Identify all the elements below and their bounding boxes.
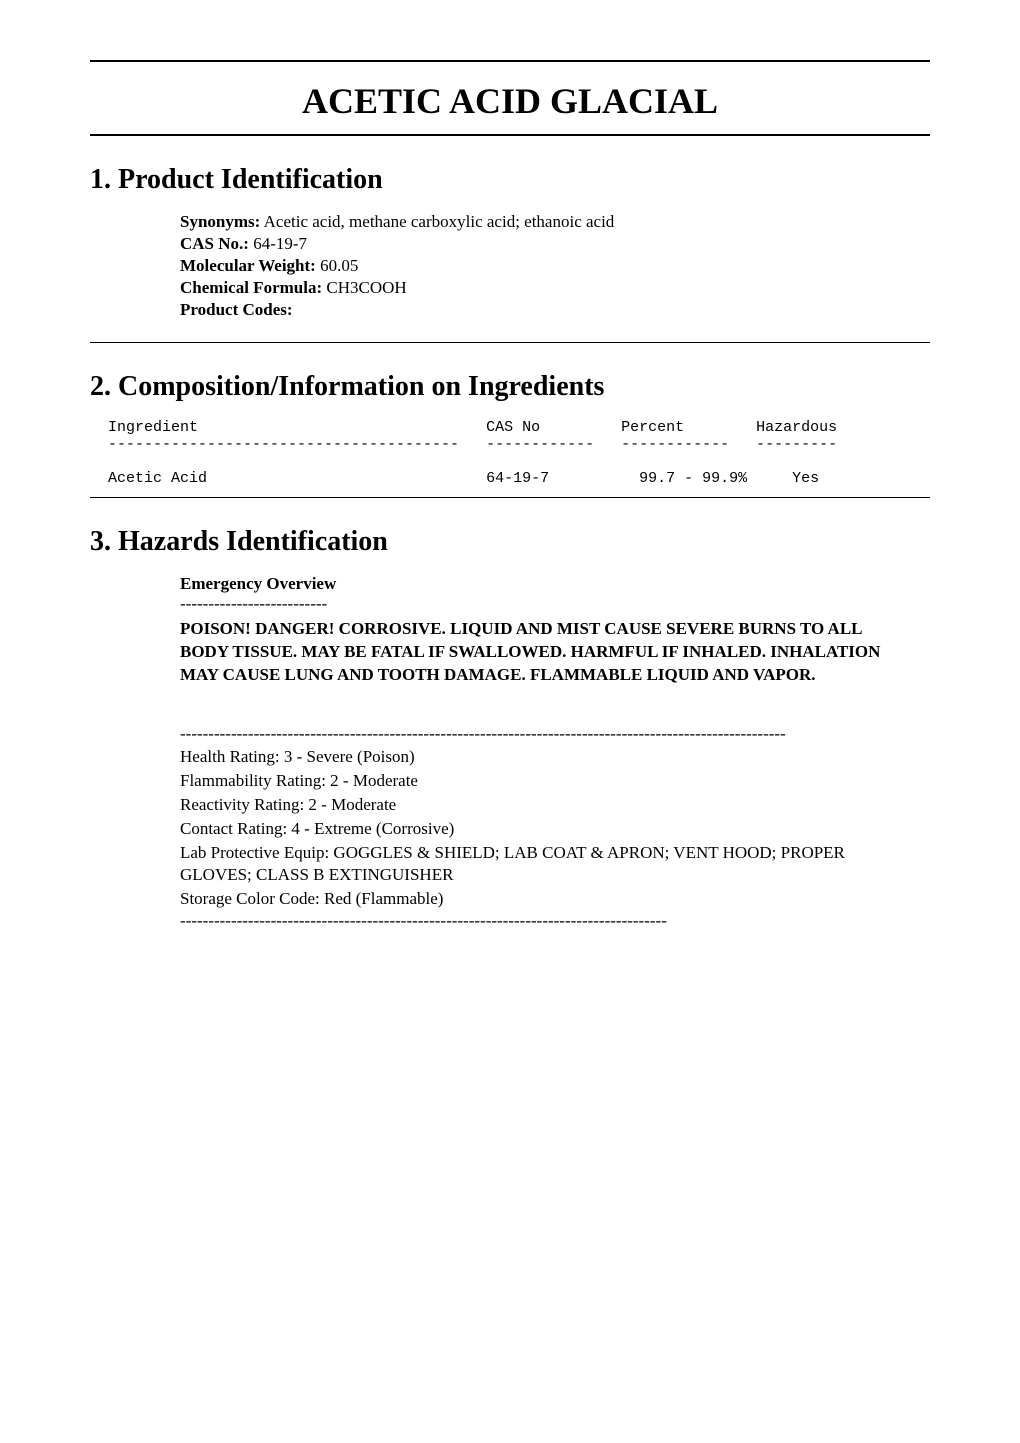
lab-equip: Lab Protective Equip: GOGGLES & SHIELD; … [180,842,890,886]
emergency-text: POISON! DANGER! CORROSIVE. LIQUID AND MI… [180,618,890,687]
mw-value: 60.05 [316,256,359,275]
long-dash-after-ratings: ----------------------------------------… [180,912,890,931]
cas-value: 64-19-7 [249,234,307,253]
long-dash-before-ratings: ----------------------------------------… [180,725,890,744]
reactivity-rating: Reactivity Rating: 2 - Moderate [180,794,890,816]
formula-value: CH3COOH [322,278,407,297]
section2-bottom-rule [90,497,930,498]
codes-label: Product Codes: [180,300,293,319]
synonyms-line: Synonyms: Acetic acid, methane carboxyli… [180,212,890,232]
section1-body: Synonyms: Acetic acid, methane carboxyli… [180,212,890,320]
composition-rule: --------------------------------------- … [90,436,837,453]
emergency-overview-label: Emergency Overview [180,574,890,594]
composition-row-1: Acetic Acid 64-19-7 99.7 - 99.9% Yes [90,470,819,487]
formula-line: Chemical Formula: CH3COOH [180,278,890,298]
title-bottom-rule [90,134,930,136]
synonyms-label: Synonyms: [180,212,260,231]
section3-body: Emergency Overview ---------------------… [180,574,890,931]
cas-label: CAS No.: [180,234,249,253]
synonyms-value: Acetic acid, methane carboxylic acid; et… [260,212,614,231]
mw-label: Molecular Weight: [180,256,316,275]
top-rule [90,60,930,62]
composition-header: Ingredient CAS No Percent Hazardous [90,419,837,436]
contact-rating: Contact Rating: 4 - Extreme (Corrosive) [180,818,890,840]
section1-bottom-rule [90,342,930,343]
page-title: ACETIC ACID GLACIAL [90,80,930,122]
health-rating: Health Rating: 3 - Severe (Poison) [180,746,890,768]
flammability-rating: Flammability Rating: 2 - Moderate [180,770,890,792]
codes-line: Product Codes: [180,300,890,320]
mw-line: Molecular Weight: 60.05 [180,256,890,276]
formula-label: Chemical Formula: [180,278,322,297]
composition-table: Ingredient CAS No Percent Hazardous ----… [90,419,930,487]
section1-heading: 1. Product Identification [90,164,930,196]
storage-color: Storage Color Code: Red (Flammable) [180,888,890,910]
emergency-dash: -------------------------- [180,594,890,614]
section3-heading: 3. Hazards Identification [90,526,930,558]
section2-heading: 2. Composition/Information on Ingredient… [90,371,930,403]
cas-line: CAS No.: 64-19-7 [180,234,890,254]
